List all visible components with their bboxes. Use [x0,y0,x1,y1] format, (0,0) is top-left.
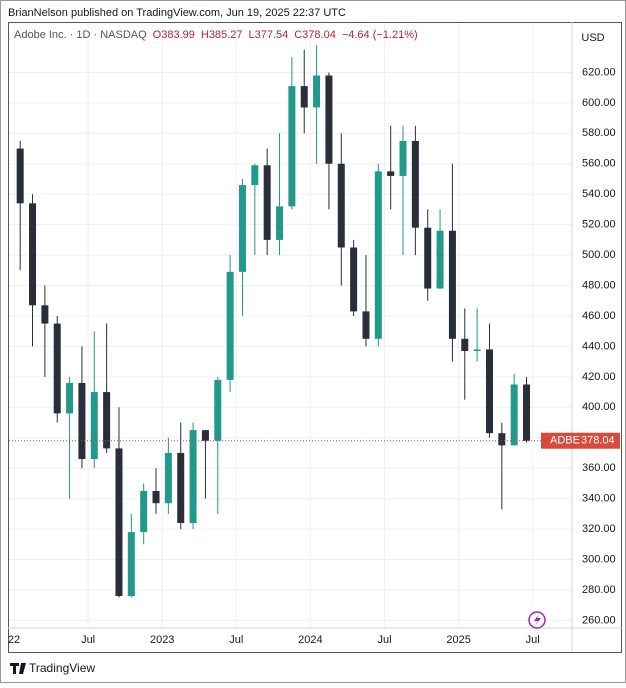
candle-body [399,140,407,176]
y-tick-label: 560.00 [582,158,616,170]
candle-body [41,305,49,324]
y-tick-label: 460.00 [582,310,616,322]
candle-body [78,382,86,460]
candle-body [251,165,259,186]
chart-frame [8,22,622,653]
candle-body [127,532,135,597]
x-tick-label: Jul [81,634,95,646]
candle-body [411,140,419,228]
candle-body [115,448,123,597]
y-tick-label: 340.00 [582,493,616,505]
y-tick-label: 500.00 [582,249,616,261]
legend: Adobe Inc. · 1D · NASDAQ O383.99 H385.27… [14,29,418,41]
candle-body [288,86,296,207]
publish-note: BrianNelson published on TradingView.com… [8,7,346,19]
grid [9,23,572,628]
y-tick-label: 280.00 [582,584,616,596]
candle-body [448,230,456,339]
candle-body [53,323,61,414]
legend-high: H385.27 [201,29,243,41]
last-price-symbol: ADBE [550,435,580,447]
y-tick-label: 260.00 [582,614,616,626]
icon-bolt [534,614,541,626]
legend-change: −4.64 (−1.21%) [342,29,418,41]
candle-body [66,382,74,414]
x-tick-label: Jul [377,634,391,646]
y-tick-label: 540.00 [582,188,616,200]
candle-body [350,247,358,312]
legend-close: C378.04 [294,29,336,41]
candle-body [16,148,24,204]
candle-body [523,384,531,441]
candle-body [313,75,321,108]
candle-body [374,171,382,339]
candle-body [461,338,469,351]
last-price-tag-bg [541,432,620,449]
candle-body [325,75,333,164]
x-tick-label: 2024 [298,634,322,646]
y-tick-label: 420.00 [582,371,616,383]
x-tick-label: 22 [8,634,20,646]
x-tick-label: Jul [229,634,243,646]
y-tick-label: 480.00 [582,279,616,291]
candle-body [238,185,246,272]
y-tick-label: 440.00 [582,340,616,352]
y-tick-label: 580.00 [582,127,616,139]
candle-body [103,392,111,449]
candle-body [510,384,518,446]
candle-body [177,452,185,523]
x-tick-label: Jul [526,634,540,646]
candle-body [164,452,172,504]
candle-body [362,311,370,339]
last-price-value: 378.04 [581,435,615,447]
candle-body [498,433,506,446]
candle-body [424,227,432,289]
y-tick-label: 400.00 [582,401,616,413]
candle-body [140,491,148,533]
candle-body [214,379,222,441]
x-tick-label: 2025 [446,634,470,646]
candle-body [387,171,395,176]
candle-body [152,491,160,504]
candle-body [276,206,284,240]
candle-body [189,430,197,523]
y-tick-label: 620.00 [582,66,616,78]
y-tick-label: 600.00 [582,97,616,109]
candle-body [436,230,444,289]
footer-logo [10,663,26,674]
y-tick-label: 300.00 [582,553,616,565]
candle-body [90,392,98,460]
legend-open: O383.99 [153,29,195,41]
candle-body [485,349,493,434]
y-tick-label: 320.00 [582,523,616,535]
candle-body [29,203,37,306]
candle-body [473,349,481,351]
y-tick-label: 360.00 [582,462,616,474]
legend-low: L377.54 [248,29,288,41]
legend-symbol: Adobe Inc. · 1D · NASDAQ [14,29,147,41]
candle-body [337,163,345,248]
footer-brand: TradingView [29,661,95,675]
candle-body [226,271,234,380]
x-tick-label: 2023 [150,634,174,646]
candle-body [263,165,271,240]
candle-body [300,86,308,108]
y-tick-label: 520.00 [582,219,616,231]
currency: USD [581,32,604,44]
candle-body [201,430,209,441]
